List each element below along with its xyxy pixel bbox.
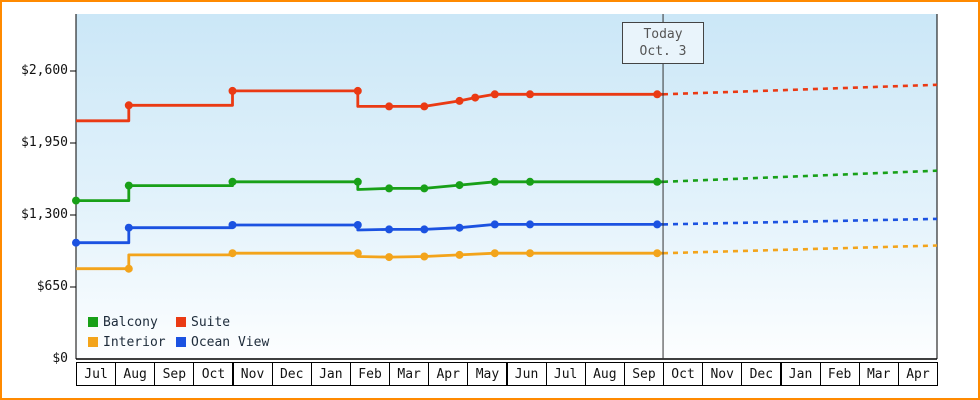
- series-marker-interior: [490, 249, 499, 258]
- legend-label: Suite: [191, 314, 231, 330]
- legend-item-ocean-view: Ocean View: [176, 334, 269, 350]
- legend-swatch-icon: [88, 317, 98, 327]
- series-line-ocean-view: [76, 223, 663, 245]
- series-marker-suite: [385, 102, 394, 111]
- series-marker-ocean-view: [490, 220, 499, 229]
- series-marker-interior: [228, 249, 237, 258]
- series-forecast-balcony: [662, 169, 938, 184]
- month-cell: Dec: [271, 362, 312, 386]
- series-marker-suite: [353, 86, 362, 95]
- y-axis-label: $1,950: [21, 135, 68, 150]
- series-marker-suite: [228, 86, 237, 95]
- month-cell: Mar: [389, 362, 430, 386]
- month-cell: Oct: [663, 362, 704, 386]
- series-marker-suite: [124, 101, 133, 110]
- today-annotation: Today Oct. 3: [622, 22, 705, 64]
- series-marker-balcony: [420, 184, 429, 193]
- series-marker-ocean-view: [385, 225, 394, 234]
- legend-swatch-icon: [176, 317, 186, 327]
- legend-item-interior: Interior: [88, 334, 166, 350]
- series-marker-ocean-view: [228, 221, 237, 229]
- series-marker-ocean-view: [72, 238, 80, 247]
- month-cell: May: [467, 362, 508, 386]
- series-marker-ocean-view: [526, 220, 534, 229]
- series-forecast-suite: [662, 83, 938, 96]
- month-cell: Apr: [897, 362, 938, 386]
- today-annotation-line1: Today: [643, 27, 683, 42]
- series-line-interior: [76, 251, 663, 271]
- series-marker-interior: [455, 250, 464, 259]
- month-cell: Apr: [428, 362, 469, 386]
- series-marker-balcony: [124, 181, 133, 190]
- series-marker-balcony: [353, 177, 362, 186]
- series-marker-ocean-view: [420, 225, 429, 234]
- series-marker-ocean-view: [653, 220, 662, 229]
- month-cell: Dec: [741, 362, 782, 386]
- today-annotation-line2: Oct. 3: [639, 44, 687, 59]
- month-cell: Aug: [584, 362, 625, 386]
- series-marker-suite: [490, 90, 499, 99]
- month-cell: Sep: [623, 362, 664, 386]
- series-marker-interior: [124, 264, 133, 273]
- series-marker-balcony: [653, 177, 662, 186]
- month-cell: Jun: [506, 362, 547, 386]
- legend-swatch-icon: [176, 337, 186, 347]
- y-axis-label: $1,300: [21, 207, 68, 222]
- month-cell: Nov: [702, 362, 743, 386]
- series-marker-balcony: [455, 181, 464, 190]
- series-marker-balcony: [228, 177, 237, 186]
- series-marker-balcony: [72, 196, 80, 205]
- series-marker-suite: [471, 93, 480, 102]
- series-marker-interior: [353, 249, 362, 258]
- series-line-suite: [76, 89, 663, 123]
- series-marker-interior: [653, 249, 662, 258]
- series-forecast-ocean-view: [662, 217, 938, 226]
- legend-label: Balcony: [103, 314, 158, 330]
- month-cell: Aug: [115, 362, 156, 386]
- legend-label: Interior: [103, 334, 166, 350]
- month-cell: Mar: [858, 362, 899, 386]
- month-cell: Jan: [780, 362, 821, 386]
- series-marker-balcony: [385, 184, 394, 193]
- legend-swatch-icon: [88, 337, 98, 347]
- series-marker-interior: [526, 249, 534, 258]
- series-marker-ocean-view: [353, 221, 362, 229]
- month-cell: Jul: [76, 362, 117, 386]
- series-marker-balcony: [526, 177, 534, 186]
- y-axis-label: $2,600: [21, 63, 68, 78]
- y-axis-label: $0: [52, 351, 68, 366]
- legend-item-suite: Suite: [176, 314, 230, 330]
- series-marker-suite: [455, 96, 464, 105]
- series-marker-ocean-view: [455, 223, 464, 232]
- month-cell: Sep: [154, 362, 195, 386]
- y-axis-label: $650: [36, 279, 68, 294]
- month-cell: Nov: [232, 362, 273, 386]
- month-cell: Jan: [310, 362, 351, 386]
- month-cell: Oct: [193, 362, 234, 386]
- legend-item-balcony: Balcony: [88, 314, 158, 330]
- month-cell: Feb: [350, 362, 391, 386]
- series-marker-interior: [420, 252, 429, 261]
- series-line-balcony: [76, 180, 663, 202]
- series-forecast-interior: [662, 244, 938, 255]
- series-marker-ocean-view: [124, 223, 133, 232]
- series-marker-suite: [526, 90, 534, 99]
- series-marker-balcony: [490, 177, 499, 186]
- series-marker-suite: [420, 102, 429, 111]
- month-cell: Jul: [545, 362, 586, 386]
- legend-label: Ocean View: [191, 334, 270, 350]
- series-marker-suite: [653, 90, 662, 99]
- series-marker-interior: [385, 253, 394, 262]
- month-cell: Feb: [819, 362, 860, 386]
